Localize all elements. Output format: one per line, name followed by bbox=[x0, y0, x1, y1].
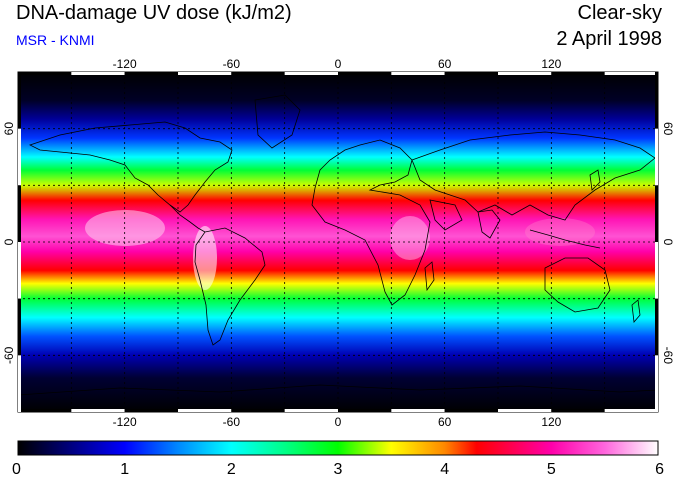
frame-tick-top bbox=[338, 72, 392, 75]
frame-tick-top bbox=[498, 72, 552, 75]
frame-tick-left bbox=[18, 242, 21, 299]
frame-tick-bottom bbox=[71, 409, 125, 412]
source-label: MSR - KNMI bbox=[16, 32, 95, 48]
longitude-tick-label: 60 bbox=[438, 415, 452, 429]
frame-tick-top bbox=[391, 72, 445, 75]
latitude-tick-label: -60 bbox=[661, 347, 675, 365]
north-america-outline bbox=[28, 121, 233, 213]
frame-tick-right bbox=[655, 128, 658, 186]
frame-tick-bottom bbox=[338, 409, 392, 412]
frame-tick-bottom bbox=[498, 409, 552, 412]
asia-outline bbox=[411, 131, 656, 221]
longitude-tick-label: -120 bbox=[113, 415, 137, 429]
frame-tick-top bbox=[71, 72, 125, 75]
longitude-tick-label: 0 bbox=[335, 415, 342, 429]
colorbar-tick-label: 0 bbox=[12, 461, 21, 478]
longitude-tick-label: 0 bbox=[335, 57, 342, 71]
longitude-labels-bottom: -120 -60 0 60 120 bbox=[113, 415, 562, 429]
latitude-tick-label: 0 bbox=[2, 238, 16, 245]
date-label: 2 April 1998 bbox=[556, 28, 662, 50]
longitude-tick-label: 60 bbox=[438, 57, 452, 71]
frame-tick-top bbox=[178, 72, 232, 75]
coastlines bbox=[18, 94, 658, 396]
europe-africa-outline bbox=[311, 139, 431, 306]
frame-tick-left bbox=[18, 355, 21, 412]
frame-tick-left bbox=[18, 298, 21, 356]
frame-tick-top bbox=[18, 72, 72, 75]
colorbar bbox=[17, 440, 659, 456]
japan-outline bbox=[589, 169, 601, 191]
india-outline bbox=[477, 209, 501, 239]
latitude-tick-label: 60 bbox=[661, 122, 675, 136]
central-america-outline bbox=[169, 204, 206, 233]
longitude-tick-label: 120 bbox=[541, 57, 561, 71]
south-america-outline bbox=[194, 227, 266, 346]
frame-tick-top bbox=[444, 72, 498, 75]
latitude-tick-label: 60 bbox=[2, 122, 16, 136]
frame-tick-bottom bbox=[444, 409, 498, 412]
longitude-tick-label: -60 bbox=[223, 415, 241, 429]
longitude-labels-top: -120 -60 0 60 120 bbox=[113, 57, 562, 71]
frame-tick-top bbox=[284, 72, 338, 75]
frame-tick-bottom bbox=[604, 409, 658, 412]
longitude-tick-label: 120 bbox=[541, 415, 561, 429]
antarctica-outline bbox=[18, 384, 658, 396]
frame-tick-bottom bbox=[231, 409, 285, 412]
frame-tick-left bbox=[18, 128, 21, 186]
map-title: DNA-damage UV dose (kJ/m2) bbox=[16, 2, 292, 24]
latitude-tick-label: 0 bbox=[661, 239, 675, 246]
latitude-tick-label: -60 bbox=[2, 346, 16, 364]
colorbar-tick-label: 4 bbox=[440, 461, 449, 478]
frame-tick-left bbox=[18, 72, 21, 129]
frame-tick-bottom bbox=[178, 409, 232, 412]
frame-tick-bottom bbox=[124, 409, 178, 412]
frame-tick-top bbox=[604, 72, 658, 75]
frame-tick-right bbox=[655, 298, 658, 356]
colorbar-tick-label: 1 bbox=[120, 461, 129, 478]
frame-tick-bottom bbox=[551, 409, 605, 412]
indonesia-outline bbox=[529, 229, 601, 249]
new-zealand-outline bbox=[631, 299, 641, 323]
frame-tick-bottom bbox=[391, 409, 445, 412]
frame-tick-top bbox=[551, 72, 605, 75]
condition-label: Clear-sky bbox=[577, 2, 662, 24]
frame-tick-left bbox=[18, 185, 21, 242]
frame-tick-top bbox=[124, 72, 178, 75]
colorbar-tick-label: 6 bbox=[655, 461, 664, 478]
frame-tick-bottom bbox=[18, 409, 72, 412]
longitude-tick-label: -60 bbox=[223, 57, 241, 71]
frame-tick-top bbox=[231, 72, 285, 75]
frame-tick-bottom bbox=[284, 409, 338, 412]
longitude-tick-label: -120 bbox=[113, 57, 137, 71]
graticule bbox=[18, 72, 658, 412]
madagascar-outline bbox=[424, 261, 435, 292]
latitude-labels-right: 60 0 -60 bbox=[661, 122, 675, 364]
frame-tick-right bbox=[655, 242, 658, 299]
frame-tick-right bbox=[655, 185, 658, 242]
frame-tick-right bbox=[655, 72, 658, 129]
colorbar-tick-label: 3 bbox=[334, 461, 343, 478]
colorbar-labels: 0 1 2 3 4 5 6 bbox=[12, 461, 664, 478]
frame-tick-right bbox=[655, 355, 658, 412]
colorbar-tick-label: 2 bbox=[227, 461, 236, 478]
latitude-labels-left: 60 0 -60 bbox=[2, 122, 16, 364]
arabia-outline bbox=[429, 199, 463, 231]
frame-border-ticks bbox=[18, 72, 658, 412]
greenland-outline bbox=[254, 94, 301, 149]
colorbar-tick-label: 5 bbox=[547, 461, 556, 478]
